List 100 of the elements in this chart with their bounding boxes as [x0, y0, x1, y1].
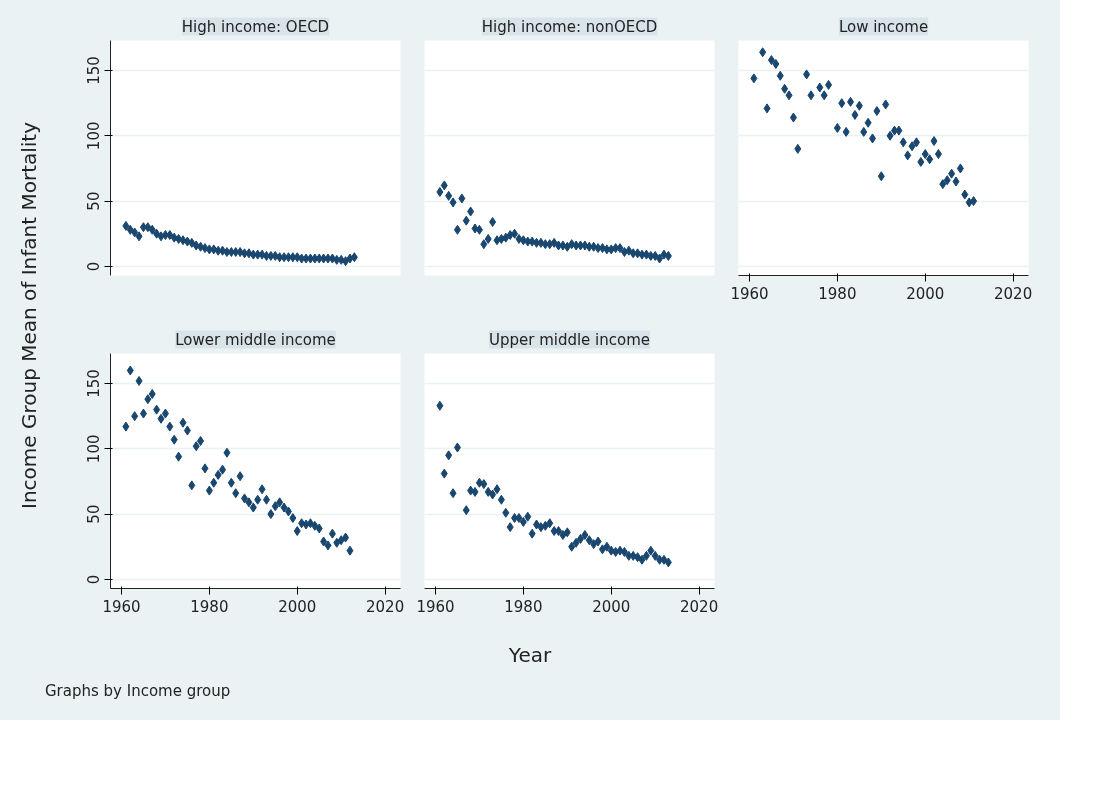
point: [563, 527, 571, 538]
point: [188, 480, 196, 491]
point: [899, 137, 907, 148]
x-tick-label: 2020: [680, 597, 719, 616]
point: [131, 411, 139, 422]
point: [651, 250, 659, 261]
point: [453, 224, 461, 235]
point: [855, 100, 863, 111]
point: [581, 529, 589, 540]
point: [219, 464, 227, 475]
point: [781, 83, 789, 94]
point: [262, 494, 270, 505]
y-tick-label: 100: [85, 434, 104, 464]
point: [660, 554, 668, 565]
x-tick-label: 1960: [416, 597, 455, 616]
point: [550, 237, 558, 248]
point: [161, 408, 169, 419]
point: [789, 112, 797, 123]
point: [616, 243, 624, 254]
point: [157, 413, 165, 424]
x-axis-title: Year: [508, 642, 552, 669]
point: [803, 69, 811, 80]
point: [908, 141, 916, 152]
point: [807, 90, 815, 101]
point: [767, 55, 775, 66]
point: [524, 511, 532, 522]
point: [249, 502, 257, 513]
point: [475, 224, 483, 235]
point: [267, 509, 275, 520]
point: [284, 506, 292, 517]
point: [656, 253, 664, 264]
point: [926, 154, 934, 165]
point: [236, 471, 244, 482]
point: [519, 516, 527, 527]
x-tick-label: 1960: [730, 284, 769, 303]
point: [816, 82, 824, 93]
point: [131, 227, 139, 238]
point: [576, 533, 584, 544]
point: [620, 546, 628, 557]
chart-title: Upper middle income: [488, 330, 651, 349]
point: [882, 99, 890, 110]
point: [921, 149, 929, 160]
point: [276, 497, 284, 508]
point: [572, 537, 580, 548]
point: [192, 441, 200, 452]
point: [210, 477, 218, 488]
point: [847, 96, 855, 107]
point: [625, 245, 633, 256]
point: [350, 252, 358, 263]
y-tick-label: 100: [85, 121, 104, 151]
point: [869, 133, 877, 144]
point: [223, 447, 231, 458]
point: [833, 122, 841, 133]
point: [126, 224, 134, 235]
point: [785, 90, 793, 101]
point: [170, 434, 178, 445]
point: [227, 477, 235, 488]
point: [467, 206, 475, 217]
chart-title: High income: OECD: [181, 17, 330, 36]
point: [502, 507, 510, 518]
x-tick-label: 1960: [102, 597, 141, 616]
point: [436, 400, 444, 411]
point: [864, 117, 872, 128]
chart-title: Lower middle income: [175, 330, 336, 349]
point: [484, 233, 492, 244]
point: [585, 535, 593, 546]
point: [895, 125, 903, 136]
point: [183, 425, 191, 436]
point: [842, 126, 850, 137]
point: [315, 523, 323, 534]
point: [750, 73, 758, 84]
point: [179, 417, 187, 428]
x-tick-label: 2000: [278, 597, 317, 616]
x-tick-label: 1980: [504, 597, 543, 616]
point: [462, 215, 470, 226]
y-axis-title: Income Group Mean of Infant Mortality: [16, 121, 42, 509]
point: [440, 180, 448, 191]
point: [245, 497, 253, 508]
point: [590, 539, 598, 550]
point: [961, 189, 969, 200]
point: [638, 554, 646, 565]
point: [970, 196, 978, 207]
point: [306, 518, 314, 529]
y-tick-label: 0: [85, 261, 104, 272]
y-tick-label: 50: [85, 191, 104, 211]
x-tick-label: 2000: [906, 284, 945, 303]
point: [511, 228, 519, 239]
point: [440, 468, 448, 479]
point: [763, 103, 771, 114]
point: [232, 488, 240, 499]
point: [201, 463, 209, 474]
point: [449, 488, 457, 499]
point: [122, 220, 130, 231]
y-tick-label: 150: [85, 369, 104, 398]
point: [280, 502, 288, 513]
point: [664, 557, 672, 568]
point: [651, 550, 659, 561]
point: [952, 176, 960, 187]
point: [254, 494, 262, 505]
point: [948, 168, 956, 179]
